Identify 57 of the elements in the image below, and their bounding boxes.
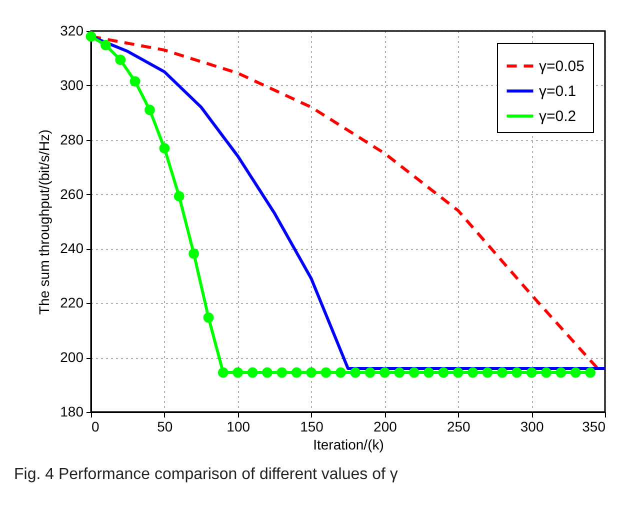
legend-label: γ=0.05 bbox=[539, 58, 584, 75]
y-tick-label: 300 bbox=[60, 76, 84, 93]
y-tick-label: 320 bbox=[60, 22, 84, 38]
point bbox=[496, 367, 508, 378]
point bbox=[100, 40, 111, 50]
point bbox=[144, 104, 155, 116]
point bbox=[232, 367, 244, 378]
point bbox=[541, 367, 552, 378]
y-tick-label: 260 bbox=[60, 186, 84, 202]
point bbox=[379, 367, 390, 378]
y-tick-label: 220 bbox=[60, 294, 84, 311]
point bbox=[526, 367, 537, 378]
point bbox=[452, 367, 464, 378]
point bbox=[394, 367, 405, 378]
y-tick-label: 280 bbox=[60, 131, 84, 148]
point bbox=[291, 367, 302, 378]
x-tick-label: 200 bbox=[374, 418, 398, 434]
point bbox=[424, 367, 434, 378]
point bbox=[320, 367, 332, 378]
point bbox=[188, 248, 200, 259]
point bbox=[364, 367, 376, 378]
point bbox=[468, 367, 478, 378]
x-tick-label: 100 bbox=[226, 418, 250, 434]
y-tick-label: 180 bbox=[60, 404, 84, 420]
point bbox=[218, 367, 228, 378]
point bbox=[570, 367, 581, 378]
point bbox=[86, 31, 96, 42]
point bbox=[335, 367, 346, 378]
caption: Fig. 4 Performance comparison of different values of γ bbox=[14, 466, 398, 484]
point bbox=[438, 367, 449, 378]
y-axis-title: The sum throughput/(bit/s/Hz) bbox=[36, 129, 52, 315]
legend-label: γ=0.2 bbox=[539, 108, 576, 125]
x-tick-label: 150 bbox=[300, 418, 324, 434]
point bbox=[556, 367, 566, 378]
point bbox=[115, 54, 126, 66]
y-tick-label: 200 bbox=[60, 349, 84, 366]
point bbox=[585, 367, 596, 378]
point bbox=[247, 367, 258, 378]
point bbox=[203, 312, 214, 323]
x-tick-label: 300 bbox=[520, 418, 544, 434]
point bbox=[512, 367, 522, 378]
x-tick-label: 0 bbox=[92, 418, 100, 434]
point bbox=[408, 367, 420, 378]
x-tick-label: 250 bbox=[446, 418, 471, 434]
legend-label: γ=0.1 bbox=[539, 83, 576, 100]
y-tick-label: 240 bbox=[60, 240, 84, 256]
point bbox=[276, 367, 288, 378]
x-tick-label: 50 bbox=[157, 418, 173, 434]
x-tick-label: 350 bbox=[582, 418, 606, 434]
point bbox=[174, 190, 184, 202]
point bbox=[350, 367, 361, 378]
point bbox=[159, 143, 170, 154]
point bbox=[130, 76, 140, 87]
x-axis-title: Iteration/(k) bbox=[313, 436, 384, 452]
point bbox=[262, 367, 272, 378]
point bbox=[482, 367, 493, 378]
point bbox=[306, 367, 317, 378]
